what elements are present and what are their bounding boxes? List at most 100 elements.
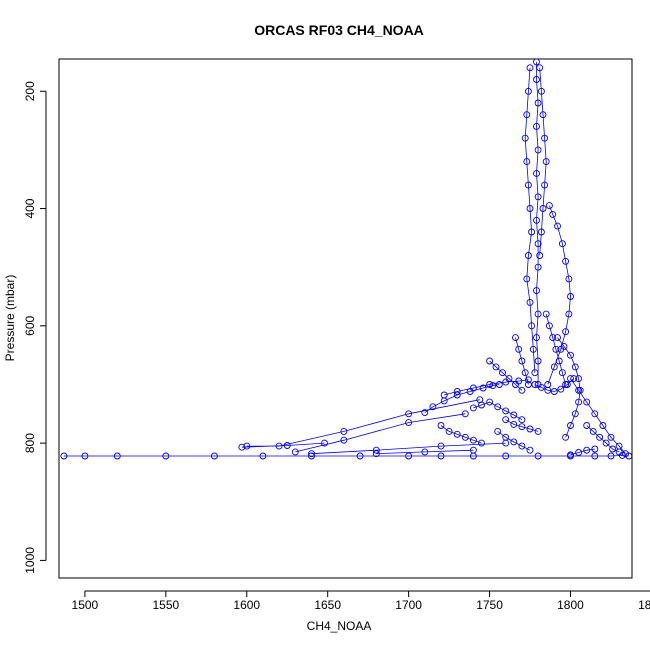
data-point <box>291 448 299 456</box>
chart-title: ORCAS RF03 CH4_NOAA <box>254 22 424 38</box>
data-point <box>308 452 315 460</box>
data-point <box>545 322 553 330</box>
series-line <box>586 425 620 453</box>
data-point <box>583 422 591 429</box>
data-point <box>550 363 558 371</box>
data-point <box>283 442 291 449</box>
y-tick-label: 1000 <box>23 547 37 574</box>
series-layer <box>60 59 632 460</box>
data-point <box>602 439 610 447</box>
data-point <box>541 181 549 189</box>
data-point <box>495 381 503 388</box>
data-point <box>518 386 526 394</box>
data-point <box>469 446 477 454</box>
series-line <box>489 360 523 391</box>
data-point <box>526 446 534 454</box>
data-point <box>453 430 461 438</box>
x-axis: 1500 1550 1600 1650 1700 1750 1800 1850 <box>72 590 650 612</box>
data-point <box>60 452 68 460</box>
data-point <box>502 407 510 415</box>
data-point <box>537 383 545 391</box>
data-point <box>542 158 550 166</box>
data-point <box>515 345 523 353</box>
data-point <box>591 452 599 460</box>
data-point <box>534 146 542 154</box>
data-point <box>523 111 531 119</box>
data-point <box>486 357 494 365</box>
data-point <box>607 452 615 460</box>
data-point <box>558 369 566 377</box>
data-point <box>81 452 89 460</box>
data-point <box>575 449 583 456</box>
data-point <box>534 452 542 460</box>
data-point <box>521 369 529 377</box>
y-tick-label: 600 <box>23 315 37 335</box>
data-point <box>494 427 502 435</box>
x-tick-label: 1850 <box>638 598 650 612</box>
y-axis: 200 400 600 800 1000 <box>23 81 47 574</box>
data-point <box>340 427 348 435</box>
data-point <box>591 445 599 453</box>
x-tick-label: 1750 <box>476 598 503 612</box>
data-point <box>622 450 629 458</box>
data-point <box>512 334 519 342</box>
data-point <box>533 216 540 224</box>
y-tick-label: 200 <box>23 81 37 101</box>
data-point <box>526 298 534 306</box>
data-point <box>534 427 542 435</box>
data-point <box>521 134 529 142</box>
data-point <box>583 398 591 406</box>
data-point <box>531 369 539 377</box>
data-point <box>243 442 251 450</box>
data-point <box>518 442 526 450</box>
data-point <box>555 357 563 365</box>
data-point <box>589 427 597 435</box>
data-point <box>510 411 518 419</box>
data-point <box>549 210 557 218</box>
series-line <box>246 399 480 447</box>
data-point <box>510 438 518 446</box>
data-point <box>479 384 487 392</box>
y-tick-label: 800 <box>23 433 37 453</box>
data-point <box>533 169 540 177</box>
data-point <box>210 452 218 460</box>
data-point <box>596 433 604 441</box>
series-line <box>536 61 539 385</box>
data-point <box>554 334 561 342</box>
data-point <box>162 452 170 460</box>
data-point <box>113 452 121 460</box>
data-point <box>421 409 429 417</box>
plot-frame <box>58 58 633 579</box>
data-point <box>445 427 453 435</box>
data-point <box>524 252 532 259</box>
data-point <box>437 422 445 429</box>
data-point <box>534 357 542 365</box>
data-point <box>453 388 461 395</box>
data-point <box>486 398 494 406</box>
series-line <box>376 449 474 455</box>
data-point <box>562 257 570 265</box>
data-point <box>533 287 540 295</box>
data-point <box>562 328 570 336</box>
data-point <box>571 410 579 418</box>
data-point <box>429 403 437 411</box>
data-point <box>541 134 549 142</box>
data-point <box>575 375 583 383</box>
data-point <box>567 422 574 429</box>
data-point <box>524 87 532 95</box>
data-point <box>575 386 583 394</box>
series-line <box>424 384 500 413</box>
x-tick-label: 1600 <box>233 598 260 612</box>
data-point <box>494 403 502 411</box>
data-point <box>518 357 526 365</box>
data-point <box>534 310 542 318</box>
data-point <box>469 436 477 444</box>
data-point <box>562 381 570 388</box>
data-point <box>489 382 497 390</box>
series-line <box>515 337 529 385</box>
data-point <box>476 396 484 404</box>
data-point <box>523 275 531 283</box>
data-point <box>567 451 574 459</box>
data-point <box>518 416 526 424</box>
series-line <box>534 378 574 392</box>
